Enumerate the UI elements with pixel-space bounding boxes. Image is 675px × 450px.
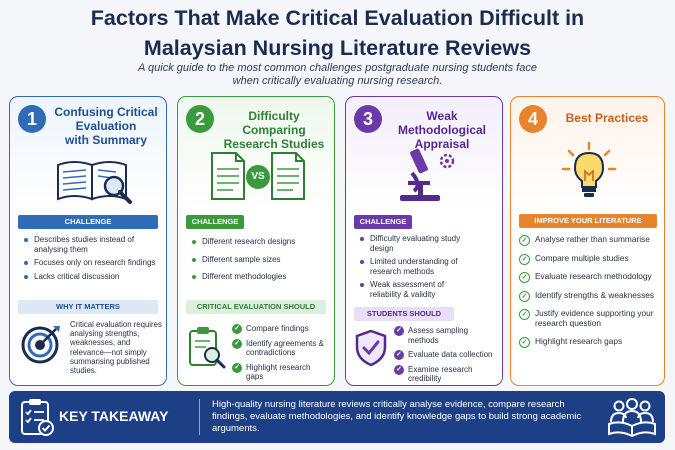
challenge-label: CHALLENGE xyxy=(354,215,412,229)
should-label: STUDENTS SHOULD xyxy=(354,307,454,321)
card-number: 3 xyxy=(354,105,382,133)
shield-check-icon xyxy=(355,329,387,367)
key-takeaway-banner: KEY TAKEAWAY High-quality nursing litera… xyxy=(9,391,665,443)
challenge-list: Describes studies instead of analysing t… xyxy=(24,235,162,285)
key-takeaway-text: High-quality nursing literature reviews … xyxy=(212,399,582,434)
open-book-magnifier-icon xyxy=(57,161,132,204)
why-text: Critical evaluation requires analysing s… xyxy=(70,320,162,376)
list-item: Difficulty evaluating study design xyxy=(360,234,472,253)
improve-label: IMPROVE YOUR LITERATURE REVIEW xyxy=(519,214,657,239)
list-item: ✓ Assess sampling methods xyxy=(394,326,498,345)
card-title: Best Practices xyxy=(565,111,649,125)
key-takeaway-label: KEY TAKEAWAY xyxy=(59,408,169,424)
card-title-line3: with Summary xyxy=(64,133,148,147)
list-item-text: Evaluate data collection xyxy=(408,350,493,359)
check-icon: ✓ xyxy=(519,235,530,246)
vs-label: VS xyxy=(251,171,265,182)
list-item: Different sample sizes xyxy=(192,255,330,265)
page-title-line2: Malaysian Nursing Literature Reviews xyxy=(143,36,532,60)
card-title: Difficulty Comparing Research Studies xyxy=(218,109,330,151)
list-item: Weak assessment of reliability & validit… xyxy=(360,280,472,299)
check-icon: ✓ xyxy=(519,309,530,320)
list-item: ✓ Highlight research gaps xyxy=(232,362,330,382)
check-icon: ✓ xyxy=(232,338,242,349)
list-item-text: Compare multiple studies xyxy=(535,252,629,263)
should-list: ✓ Assess sampling methods ✓ Evaluate data … xyxy=(394,326,498,385)
card-methodological-appraisal: 3 Weak Methodological Appraisal CHALLENG… xyxy=(345,96,503,386)
check-icon: ✓ xyxy=(394,364,404,375)
list-item-text: Analyse rather than summarise xyxy=(535,234,650,244)
challenge-label: CHALLENGE xyxy=(186,215,244,229)
page-subtitle-line1: A quick guide to the most common challen… xyxy=(138,62,537,74)
checklist-icon xyxy=(21,399,54,436)
list-item-text: Identify strengths & weaknesses xyxy=(535,289,654,300)
best-practices-list: ✓ Analyse rather than summarise ✓ Compare … xyxy=(519,234,661,356)
card-title-line1: Weak Methodological xyxy=(398,109,486,137)
card-title-line2: Appraisal xyxy=(414,137,470,151)
list-item: ✓ Evaluate research methodology xyxy=(519,271,661,283)
list-item-text: Identify agreements & contradictions xyxy=(246,338,324,358)
target-icon xyxy=(21,326,60,364)
list-item: Limited understanding of research method… xyxy=(360,257,472,276)
list-item: ✓ Evaluate data collection xyxy=(394,350,498,360)
check-icon: ✓ xyxy=(232,324,242,334)
list-item: Lacks critical discussion xyxy=(24,272,162,282)
page-subtitle: A quick guide to the most common challen… xyxy=(40,62,635,88)
list-item: ✓ Analyse rather than summarise xyxy=(519,234,661,246)
should-label: CRITICAL EVALUATION SHOULD xyxy=(186,300,326,314)
check-icon: ✓ xyxy=(519,337,530,348)
divider xyxy=(199,399,200,435)
check-icon: ✓ xyxy=(394,326,404,336)
list-item-text: Justify evidence supporting your researc… xyxy=(535,308,654,328)
why-label: WHY IT MATTERS xyxy=(18,300,158,314)
list-item: ✓ Compare findings xyxy=(232,324,330,334)
check-icon: ✓ xyxy=(519,290,530,302)
challenge-list: Difficulty evaluating study design Limit… xyxy=(360,234,472,303)
students-reading-icon xyxy=(608,398,656,438)
card-number: 2 xyxy=(186,105,214,133)
card-number: 1 xyxy=(18,105,46,133)
documents-versus-icon xyxy=(211,152,305,200)
list-item-text: Evaluate research methodology xyxy=(535,271,652,281)
page-title: Factors That Make Critical Evaluation Di… xyxy=(0,6,675,60)
lightbulb-icon xyxy=(561,141,617,197)
page-title-line1: Factors That Make Critical Evaluation Di… xyxy=(90,6,585,30)
list-item: Different research designs xyxy=(192,237,330,247)
list-item: ✓ Highlight research gaps xyxy=(519,336,661,348)
check-icon: ✓ xyxy=(232,362,242,373)
page-subtitle-line2: when critically evaluating nursing resea… xyxy=(232,75,443,87)
list-item: Focuses only on research findings xyxy=(24,258,162,268)
list-item: ✓ Examine research credibility xyxy=(394,364,498,384)
list-item-text: Compare findings xyxy=(246,324,309,333)
card-title: Confusing Critical Evaluation with Summa… xyxy=(50,105,162,147)
card-title-line1: Difficulty Comparing xyxy=(242,109,306,137)
card-title-line2: Research Studies xyxy=(223,137,325,151)
list-item: ✓ Identify strengths & weaknesses xyxy=(519,289,661,302)
check-icon: ✓ xyxy=(519,272,530,283)
list-item: ✓ Identify agreements & contradictions xyxy=(232,338,330,358)
should-list: ✓ Compare findings ✓ Identify agreements &… xyxy=(232,324,330,385)
card-title-line2: Evaluation xyxy=(75,119,137,133)
microscope-gear-icon xyxy=(400,148,455,201)
check-icon: ✓ xyxy=(394,350,404,360)
list-item-text: Highlight research gaps xyxy=(246,362,311,382)
list-item-text: Assess sampling methods xyxy=(408,326,469,345)
list-item-text: Examine research credibility xyxy=(408,364,473,384)
card-title-line1: Confusing Critical xyxy=(54,105,158,119)
list-item: Describes studies instead of analysing t… xyxy=(24,235,162,254)
card-number: 4 xyxy=(519,105,547,133)
list-item: ✓ Compare multiple studies xyxy=(519,252,661,265)
list-item: Different methodologies xyxy=(192,272,330,282)
clipboard-magnifier-icon xyxy=(189,327,226,369)
check-icon: ✓ xyxy=(519,253,530,265)
card-confusing-evaluation: 1 Confusing Critical Evaluation with Sum… xyxy=(9,96,167,386)
card-title: Weak Methodological Appraisal xyxy=(386,109,498,151)
list-item-text: Highlight research gaps xyxy=(535,336,623,346)
challenge-label: CHALLENGE xyxy=(18,215,158,229)
card-best-practices: 4 Best Practices IMPROVE YOUR LITERATURE… xyxy=(510,96,665,386)
challenge-list: Different research designs Different sam… xyxy=(192,237,330,286)
list-item: ✓ Justify evidence supporting your resear… xyxy=(519,308,661,328)
card-comparing-studies: 2 Difficulty Comparing Research Studies … xyxy=(177,96,335,386)
